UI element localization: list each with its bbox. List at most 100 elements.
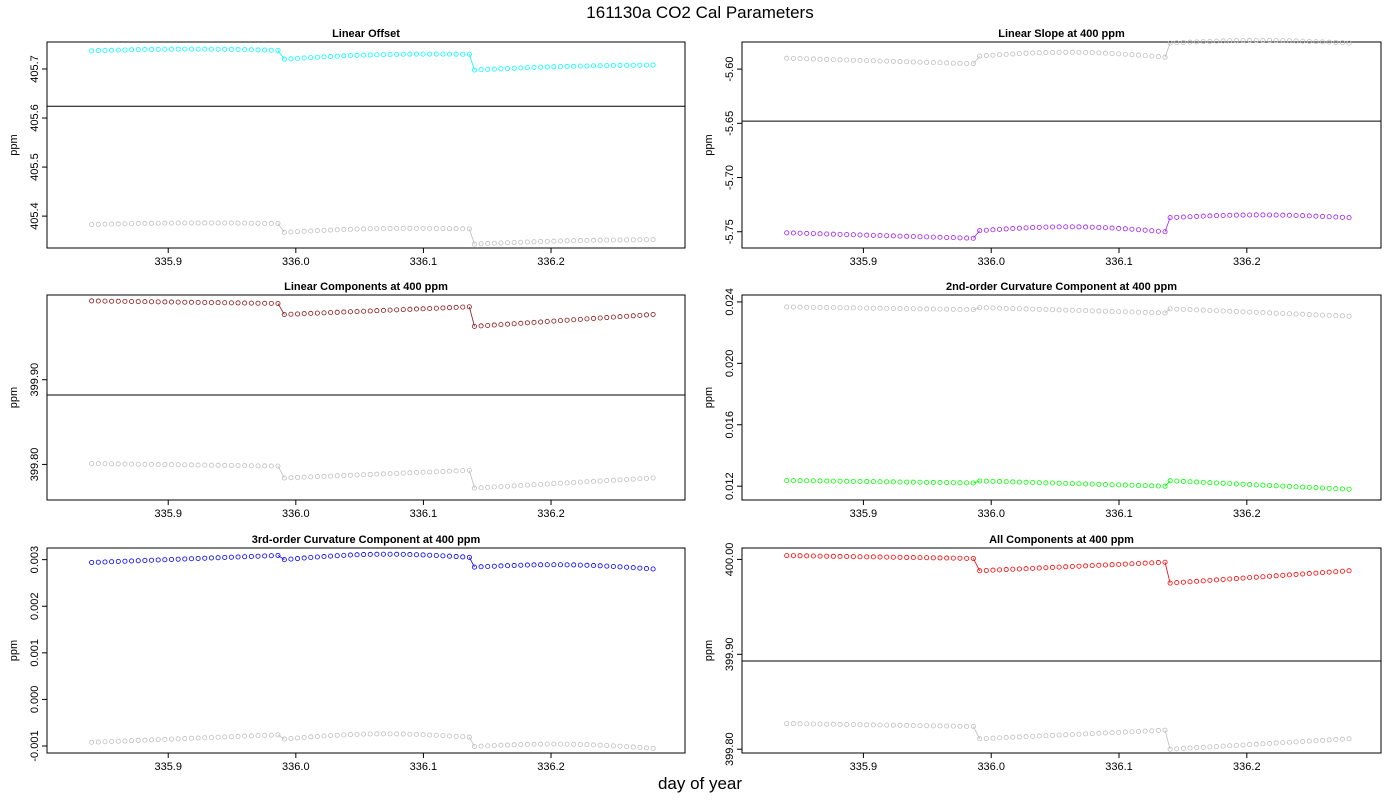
data-point [242, 554, 248, 560]
data-point [810, 553, 816, 559]
data-point [308, 554, 314, 560]
data-point [433, 553, 439, 559]
data-point [460, 554, 466, 560]
x-tick-label: 335.9 [154, 256, 182, 268]
data-point [877, 554, 883, 560]
data-point [1050, 732, 1056, 738]
data-point [142, 47, 148, 53]
data-point [564, 317, 570, 323]
data-point [341, 53, 347, 59]
data-point [485, 743, 491, 749]
data-point [354, 472, 360, 478]
data-point [910, 479, 916, 485]
data-point [930, 234, 936, 240]
data-point [870, 722, 876, 728]
data-point [1136, 52, 1142, 58]
data-point [347, 309, 353, 315]
data-point [102, 298, 108, 304]
data-point [531, 482, 537, 488]
data-point [334, 473, 340, 479]
step-connector [1164, 480, 1171, 487]
data-point [990, 478, 996, 484]
data-point [950, 235, 956, 241]
data-point [857, 305, 863, 311]
data-point [1167, 215, 1173, 221]
data-point [453, 733, 459, 739]
data-point [604, 315, 610, 321]
data-point [374, 731, 380, 737]
data-point [1253, 574, 1259, 580]
x-tick-label: 336.1 [1105, 508, 1133, 520]
data-point [341, 227, 347, 233]
data-point [970, 555, 976, 561]
data-point [471, 564, 477, 570]
data-point [447, 553, 453, 559]
data-point [413, 470, 419, 476]
data-point [1149, 53, 1155, 59]
data-point [1136, 482, 1142, 488]
data-point [498, 742, 504, 748]
data-point [122, 47, 128, 53]
data-point [354, 308, 360, 314]
data-point [89, 298, 95, 304]
data-point [1056, 732, 1062, 738]
data-point [904, 722, 910, 728]
data-point [341, 732, 347, 738]
data-point [944, 723, 950, 729]
data-point [930, 555, 936, 561]
data-point [308, 228, 314, 234]
data-point [1326, 737, 1332, 743]
data-point [275, 220, 281, 226]
data-point [1116, 482, 1122, 488]
step-connector [468, 228, 475, 245]
data-point [964, 306, 970, 312]
data-point [420, 469, 426, 475]
data-point [420, 306, 426, 312]
data-point [944, 306, 950, 312]
data-point [255, 733, 261, 739]
data-point [1280, 740, 1286, 746]
data-point [1260, 482, 1266, 488]
data-point [394, 551, 400, 557]
data-point [262, 300, 268, 306]
data-point [268, 300, 274, 306]
data-point [1089, 563, 1095, 569]
data-point [1076, 481, 1082, 487]
step-connector [973, 307, 980, 310]
data-point [1247, 575, 1253, 581]
data-point [837, 478, 843, 484]
data-point [977, 305, 983, 311]
data-point [1200, 479, 1206, 485]
data-point [453, 468, 459, 474]
data-point [850, 232, 856, 238]
x-tick-label: 336.1 [1105, 761, 1133, 773]
data-point [804, 721, 810, 727]
data-point [1326, 39, 1332, 45]
data-point [797, 304, 803, 310]
data-point [1214, 577, 1220, 583]
data-point [447, 226, 453, 232]
data-point [650, 745, 656, 751]
data-point [460, 226, 466, 232]
data-point [295, 556, 301, 562]
data-point [460, 734, 466, 740]
data-point [850, 478, 856, 484]
chart-panel-1: Linear Offset ppm 335.9 336.0 336.1 336.2 405.… [8, 28, 686, 268]
data-point [202, 555, 208, 561]
data-point [208, 734, 214, 740]
data-point [471, 743, 477, 749]
data-point [637, 312, 643, 318]
data-point [937, 723, 943, 729]
data-point [897, 722, 903, 728]
data-point [1220, 480, 1226, 486]
data-point [877, 722, 883, 728]
data-point [215, 462, 221, 468]
data-point [301, 311, 307, 317]
data-point [169, 220, 175, 226]
data-point [544, 741, 550, 747]
data-point [1280, 572, 1286, 578]
data-point [235, 300, 241, 306]
data-point [917, 306, 923, 312]
data-point [308, 310, 314, 316]
data-point [215, 734, 221, 740]
